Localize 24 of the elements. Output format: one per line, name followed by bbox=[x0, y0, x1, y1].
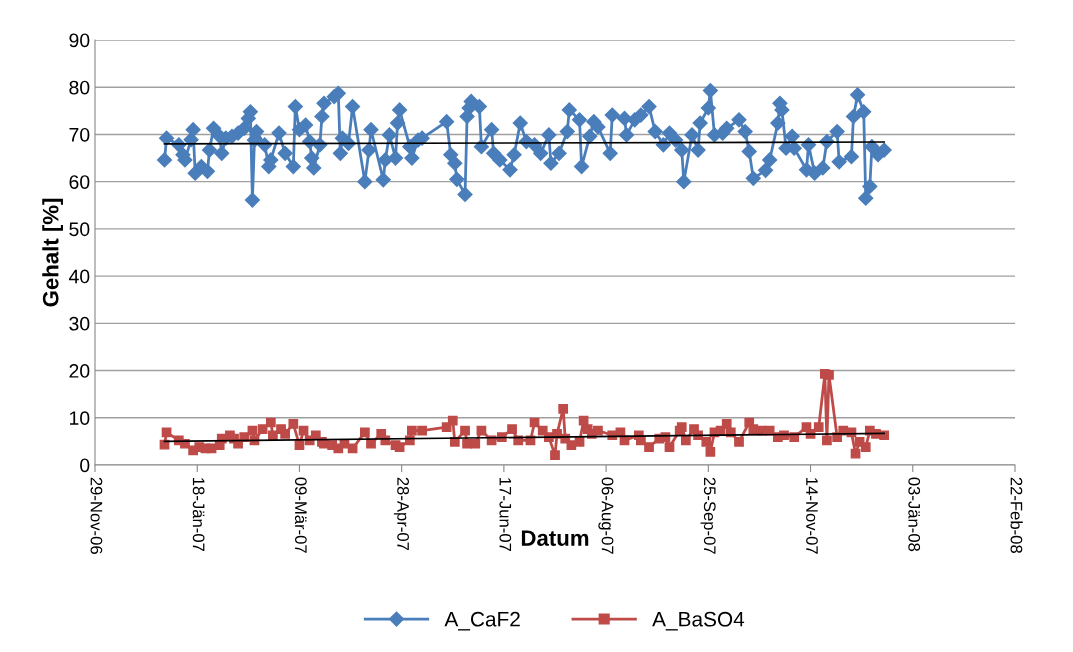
y-tick-label: 50 bbox=[69, 222, 90, 237]
x-tick-label: 18-Jän-07 bbox=[192, 478, 205, 552]
y-tick-label: 60 bbox=[69, 175, 90, 189]
y-axis-title: Gehalt [%] bbox=[42, 198, 63, 307]
x-tick-label: 06-Aug-07 bbox=[598, 477, 614, 554]
x-tick-label: 22-Feb-08 bbox=[1010, 477, 1023, 553]
x-tick-label: 09-Mär-07 bbox=[294, 477, 307, 553]
y-tick-label: 90 bbox=[69, 33, 90, 48]
x-axis-title: Datum bbox=[521, 530, 589, 546]
x-tick-label: 25-Sep-07 bbox=[700, 477, 716, 554]
y-tick-label: 10 bbox=[70, 411, 90, 426]
y-tick-label: 40 bbox=[68, 269, 90, 284]
y-tick-label: 0 bbox=[80, 458, 90, 473]
y-tick-label: 80 bbox=[69, 80, 90, 95]
y-tick-label: 30 bbox=[69, 316, 90, 331]
x-tick-label: 03-Jän-08 bbox=[908, 477, 921, 552]
y-tick-label: 20 bbox=[69, 364, 90, 378]
legend-label: A_BaSO4 bbox=[652, 611, 745, 631]
x-tick-label: 17-Jun-07 bbox=[499, 478, 512, 552]
x-tick-label: 28-Apr-07 bbox=[393, 477, 409, 551]
x-tick-label: 29-Nov-06 bbox=[90, 477, 103, 554]
x-tick-label: 14-Nov-07 bbox=[806, 478, 818, 554]
legend-label: A_CaF2 bbox=[444, 611, 520, 631]
y-tick-label: 70 bbox=[69, 127, 90, 142]
